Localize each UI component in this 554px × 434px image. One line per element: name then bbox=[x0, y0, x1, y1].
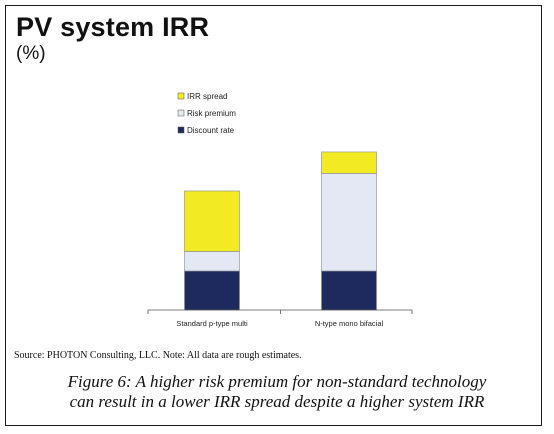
bar-segment-risk-premium-n-type-mono-bifacial bbox=[321, 173, 377, 272]
chart-unit: (%) bbox=[16, 43, 46, 64]
bar-segment-risk-premium-standard-p-type-multi bbox=[184, 251, 240, 272]
x-axis: Standard p-type multi N-type mono bifacia… bbox=[147, 309, 413, 328]
caption-line-2: can result in a lower IRR spread despite… bbox=[69, 392, 485, 411]
caption-line-1: Figure 6: A higher risk premium for non-… bbox=[67, 372, 487, 391]
bar-area bbox=[184, 151, 377, 311]
bar-segment-irr-spread-n-type-mono-bifacial bbox=[321, 151, 377, 174]
legend-label-irr-spread: IRR spread bbox=[187, 92, 227, 101]
legend-label-discount-rate: Discount rate bbox=[187, 126, 235, 135]
bar-segment-discount-rate-standard-p-type-multi bbox=[184, 270, 240, 311]
chart-title: PV system IRR bbox=[16, 12, 210, 42]
figure-frame bbox=[5, 5, 542, 426]
figure-caption: Figure 6: A higher risk premium for non-… bbox=[12, 372, 542, 412]
bar-segment-irr-spread-standard-p-type-multi bbox=[184, 190, 240, 252]
legend-label-risk-premium: Risk premium bbox=[187, 109, 236, 118]
source-note: Source: PHOTON Consulting, LLC. Note: Al… bbox=[14, 350, 302, 361]
legend-swatch-irr-spread bbox=[177, 92, 185, 100]
x-tick-label-standard-p-type-multi: Standard p-type multi bbox=[176, 319, 248, 328]
x-tick-label-n-type-mono-bifacial: N-type mono bifacial bbox=[315, 319, 384, 328]
bar-segment-discount-rate-n-type-mono-bifacial bbox=[321, 270, 377, 311]
legend-swatch-discount-rate bbox=[177, 126, 185, 134]
legend: IRR spread Risk premium Discount rate bbox=[177, 92, 236, 135]
legend-swatch-risk-premium bbox=[177, 109, 185, 117]
